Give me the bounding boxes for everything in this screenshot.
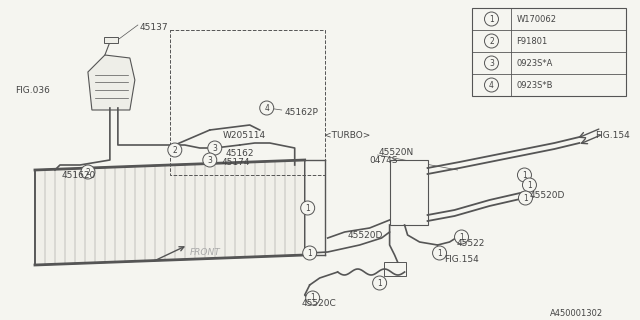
Circle shape <box>522 178 536 192</box>
Circle shape <box>484 56 499 70</box>
Text: <TURBO>: <TURBO> <box>324 131 370 140</box>
Text: 1: 1 <box>523 194 528 203</box>
Circle shape <box>518 191 532 205</box>
Circle shape <box>208 141 222 155</box>
Circle shape <box>372 276 387 290</box>
Text: 4: 4 <box>264 103 269 113</box>
Polygon shape <box>35 160 305 265</box>
Text: W205114: W205114 <box>223 131 266 140</box>
Circle shape <box>484 78 499 92</box>
Text: 1: 1 <box>437 249 442 258</box>
Text: 4: 4 <box>489 81 494 90</box>
Circle shape <box>203 153 217 167</box>
Text: W170062: W170062 <box>516 14 556 23</box>
Bar <box>390 160 428 225</box>
Circle shape <box>306 291 319 305</box>
Text: 1: 1 <box>305 204 310 212</box>
Text: FRONT: FRONT <box>190 247 221 257</box>
Polygon shape <box>88 55 135 110</box>
Circle shape <box>301 201 315 215</box>
Text: 45520D: 45520D <box>348 230 383 239</box>
Text: 45520C: 45520C <box>301 300 337 308</box>
Text: 1: 1 <box>522 171 527 180</box>
Bar <box>472 8 627 96</box>
Text: 1: 1 <box>527 180 532 189</box>
Text: 1: 1 <box>459 233 464 242</box>
Text: 1: 1 <box>377 278 382 287</box>
Text: 1: 1 <box>489 14 494 23</box>
Text: 2: 2 <box>489 36 494 45</box>
Text: FIG.036: FIG.036 <box>15 85 50 94</box>
Circle shape <box>168 143 182 157</box>
Text: 0474S: 0474S <box>370 156 398 164</box>
Text: 1: 1 <box>310 293 315 302</box>
Text: 2: 2 <box>86 167 90 177</box>
Text: 3: 3 <box>212 143 217 153</box>
Circle shape <box>484 34 499 48</box>
Text: 45162P: 45162P <box>285 108 319 116</box>
Text: 45174: 45174 <box>222 157 250 166</box>
Circle shape <box>484 12 499 26</box>
Text: F91801: F91801 <box>516 36 548 45</box>
Bar <box>104 37 118 43</box>
Circle shape <box>518 168 531 182</box>
Text: 45137: 45137 <box>140 22 168 31</box>
Text: FIG.154: FIG.154 <box>595 131 630 140</box>
Text: 45520N: 45520N <box>379 148 414 156</box>
Circle shape <box>260 101 274 115</box>
Circle shape <box>81 165 95 179</box>
Text: 2: 2 <box>172 146 177 155</box>
Text: 3: 3 <box>489 59 494 68</box>
Circle shape <box>433 246 447 260</box>
Text: 0923S*A: 0923S*A <box>516 59 553 68</box>
Text: 1: 1 <box>307 249 312 258</box>
Bar <box>170 30 324 175</box>
Text: FIG.154: FIG.154 <box>445 255 479 265</box>
Circle shape <box>454 230 468 244</box>
Circle shape <box>303 246 317 260</box>
Bar <box>383 262 406 276</box>
Text: 45522: 45522 <box>456 238 485 247</box>
Text: A450001302: A450001302 <box>550 309 603 318</box>
Text: 0923S*B: 0923S*B <box>516 81 553 90</box>
Text: 451620: 451620 <box>61 171 96 180</box>
Text: 45520D: 45520D <box>529 190 565 199</box>
Text: 3: 3 <box>207 156 212 164</box>
Text: 45162: 45162 <box>226 148 254 157</box>
